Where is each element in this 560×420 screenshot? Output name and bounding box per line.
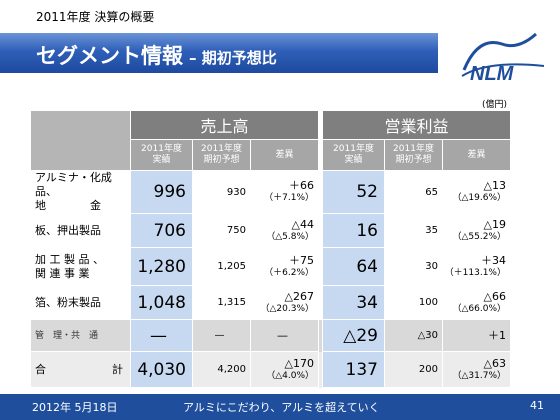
diff-value: △170 bbox=[284, 356, 314, 370]
sales-plan-cell: 4,200 bbox=[192, 351, 251, 388]
op-diff-cell: △19 （△55.2%） bbox=[442, 213, 511, 248]
diff-value: ＋1 bbox=[488, 329, 506, 342]
diff-percent: （△31.7%） bbox=[452, 370, 506, 381]
sales-actual-cell: 706 bbox=[130, 213, 193, 248]
subheader: 差異 bbox=[250, 139, 319, 171]
footer-bar bbox=[0, 394, 560, 420]
diff-percent: （△20.3%） bbox=[260, 303, 314, 314]
group-header-op-profit: 営業利益 bbox=[322, 110, 511, 140]
diff-percent: （△4.0%） bbox=[266, 370, 314, 381]
sales-actual-cell: 4,030 bbox=[130, 351, 193, 388]
subheader: 2011年度 期初予想 bbox=[384, 139, 443, 171]
row-label: 加 工 製 品 、 関 連 事 業 bbox=[30, 247, 131, 286]
table-row: アルミナ・化成品、 地 金 996 930 ＋66 （＋7.1%） 52 65 △13 （△19… bbox=[30, 170, 511, 214]
op-diff-cell: △66 （△66.0%） bbox=[442, 285, 511, 320]
diff-value: ＋75 bbox=[289, 253, 314, 267]
sales-diff-cell: △170 （△4.0%） bbox=[250, 351, 319, 388]
nlm-logo: NLM bbox=[461, 32, 545, 84]
section-label: 2011年度 決算の概要 bbox=[36, 10, 155, 24]
diff-percent: （＋113.1%） bbox=[444, 267, 506, 278]
row-label: 箔、粉末製品 bbox=[30, 285, 131, 320]
row-label: アルミナ・化成品、 地 金 bbox=[30, 170, 131, 214]
diff-value: △66 bbox=[483, 289, 506, 303]
table-row: 箔、粉末製品 1,048 1,315 △267 （△20.3%） 34 100 △66 （△66… bbox=[30, 285, 511, 320]
sales-actual-cell: 1,048 bbox=[130, 285, 193, 320]
footer-date: 2012年 5月18日 bbox=[32, 401, 118, 414]
sales-plan-cell: 1,315 bbox=[192, 285, 251, 320]
subheader: 2011年度 期初予想 bbox=[192, 139, 251, 171]
sales-actual-cell: 996 bbox=[130, 170, 193, 214]
table-row: 加 工 製 品 、 関 連 事 業 1,280 1,205 ＋75 （＋6.2%） 64 3… bbox=[30, 247, 511, 286]
diff-value: ＋66 bbox=[289, 179, 314, 192]
op-plan-cell: 100 bbox=[384, 285, 443, 320]
sales-diff-cell: ＋66 （＋7.1%） bbox=[250, 170, 319, 214]
diff-percent: （△19.6%） bbox=[452, 193, 506, 203]
page-title-main: セグメント情報 bbox=[36, 44, 183, 68]
op-actual-cell: △29 bbox=[322, 319, 385, 352]
page-title: セグメント情報 – 期初予想比 bbox=[36, 40, 277, 70]
op-actual-cell: 34 bbox=[322, 285, 385, 320]
op-plan-cell: 30 bbox=[384, 247, 443, 286]
unit-label: (億円) bbox=[482, 100, 508, 110]
op-plan-cell: △30 bbox=[384, 319, 443, 352]
sales-actual-cell: — bbox=[130, 319, 193, 352]
diff-percent: （△5.8%） bbox=[266, 231, 314, 242]
op-plan-cell: 35 bbox=[384, 213, 443, 248]
sales-diff-cell: △44 （△5.8%） bbox=[250, 213, 319, 248]
row-label: 合 計 bbox=[30, 351, 131, 388]
sales-plan-cell: 930 bbox=[192, 170, 251, 214]
subheader: 差異 bbox=[442, 139, 511, 171]
op-diff-cell: ＋1 bbox=[442, 319, 511, 352]
table-row: 合 計 4,030 4,200 △170 （△4.0%） 137 200 △63 （△31.7%… bbox=[30, 351, 511, 388]
sales-plan-cell: 1,205 bbox=[192, 247, 251, 286]
op-actual-cell: 52 bbox=[322, 170, 385, 214]
op-diff-cell: △63 （△31.7%） bbox=[442, 351, 511, 388]
diff-value: △63 bbox=[483, 356, 506, 370]
sales-plan-cell: — bbox=[192, 319, 251, 352]
diff-percent: （△66.0%） bbox=[452, 303, 506, 314]
op-diff-cell: △13 （△19.6%） bbox=[442, 170, 511, 214]
sales-diff-cell: ＋75 （＋6.2%） bbox=[250, 247, 319, 286]
row-label: 板、押出製品 bbox=[30, 213, 131, 248]
page-title-sub: – 期初予想比 bbox=[189, 49, 277, 67]
subheader: 2011年度 実績 bbox=[130, 139, 193, 171]
op-actual-cell: 16 bbox=[322, 213, 385, 248]
diff-value: △13 bbox=[483, 179, 506, 192]
op-actual-cell: 64 bbox=[322, 247, 385, 286]
sales-diff-cell: — bbox=[250, 319, 319, 352]
diff-percent: （＋6.2%） bbox=[264, 267, 314, 278]
diff-value: ＋34 bbox=[481, 253, 506, 267]
sales-diff-cell: △267 （△20.3%） bbox=[250, 285, 319, 320]
table-row: 管 理・共 通 — — — △29 △30 ＋1 bbox=[30, 319, 511, 352]
title-banner bbox=[0, 33, 438, 73]
sales-actual-cell: 1,280 bbox=[130, 247, 193, 286]
op-plan-cell: 200 bbox=[384, 351, 443, 388]
diff-value: △267 bbox=[284, 289, 314, 303]
diff-value: △19 bbox=[483, 217, 506, 231]
footer-slogan: アルミにこだわり、アルミを超えていく bbox=[183, 401, 380, 414]
table-row: 板、押出製品 706 750 △44 （△5.8%） 16 35 △19 （△55.2%） bbox=[30, 213, 511, 248]
page-number: 41 bbox=[530, 399, 544, 412]
op-plan-cell: 65 bbox=[384, 170, 443, 214]
op-actual-cell: 137 bbox=[322, 351, 385, 388]
op-diff-cell: ＋34 （＋113.1%） bbox=[442, 247, 511, 286]
diff-percent: （△55.2%） bbox=[452, 231, 506, 242]
corner-cell bbox=[30, 110, 131, 171]
segment-table: 売上高 営業利益 2011年度 実績 2011年度 期初予想 差異 2011年度… bbox=[30, 110, 511, 388]
group-header-sales: 売上高 bbox=[130, 110, 319, 140]
sales-plan-cell: 750 bbox=[192, 213, 251, 248]
logo-text: NLM bbox=[470, 63, 515, 84]
diff-value: — bbox=[277, 329, 288, 342]
diff-percent: （＋7.1%） bbox=[264, 193, 314, 203]
subheader: 2011年度 実績 bbox=[322, 139, 385, 171]
diff-value: △44 bbox=[291, 217, 314, 231]
row-label: 管 理・共 通 bbox=[30, 319, 131, 352]
